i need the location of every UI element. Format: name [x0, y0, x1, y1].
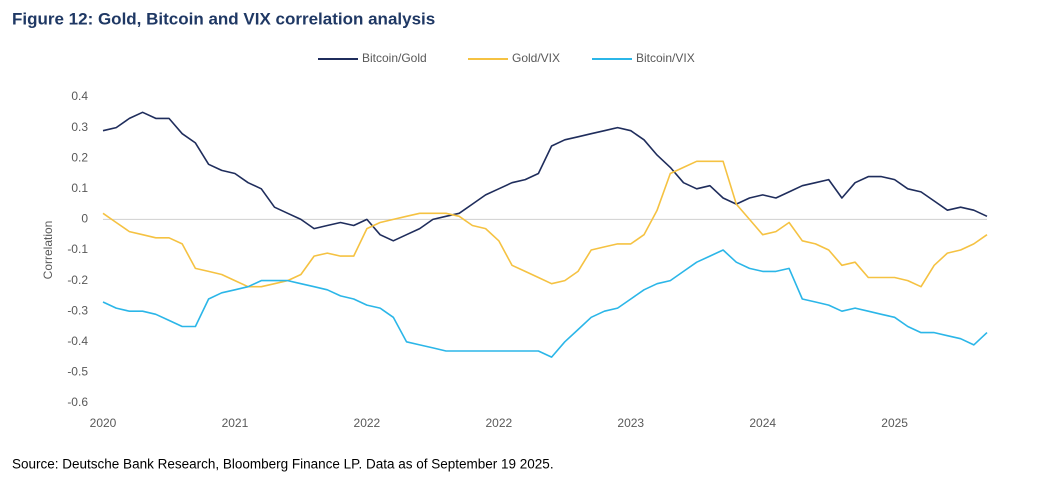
y-tick-label: -0.4 — [67, 334, 88, 348]
source-note: Source: Deutsche Bank Research, Bloomber… — [12, 457, 554, 472]
y-axis-label: Correlation — [41, 221, 55, 280]
x-tick-label: 2025 — [881, 416, 908, 430]
y-tick-label: -0.5 — [67, 365, 88, 379]
x-tick-label: 2020 — [90, 416, 117, 430]
y-tick-label: -0.3 — [67, 303, 88, 317]
y-tick-label: 0.1 — [71, 181, 88, 195]
y-tick-label: -0.6 — [67, 395, 88, 409]
series-line — [102, 249, 988, 358]
x-tick-label: 2023 — [617, 416, 644, 430]
y-tick-label: 0.4 — [71, 89, 88, 103]
y-tick-label: 0.2 — [71, 150, 88, 164]
series-line — [102, 111, 988, 242]
x-tick-label: 2022 — [354, 416, 381, 430]
x-tick-label: 2024 — [749, 416, 776, 430]
y-tick-label: -0.1 — [67, 242, 88, 256]
legend-label: Bitcoin/Gold — [362, 51, 427, 65]
y-tick-label: 0.3 — [71, 120, 88, 134]
y-tick-label: 0 — [81, 212, 88, 226]
series-line — [102, 160, 988, 288]
chart-title: Figure 12: Gold, Bitcoin and VIX correla… — [12, 9, 435, 28]
legend-label: Bitcoin/VIX — [636, 51, 695, 65]
x-tick-label: 2022 — [485, 416, 512, 430]
legend-label: Gold/VIX — [512, 51, 560, 65]
x-tick-label: 2021 — [222, 416, 249, 430]
y-tick-label: -0.2 — [67, 273, 88, 287]
